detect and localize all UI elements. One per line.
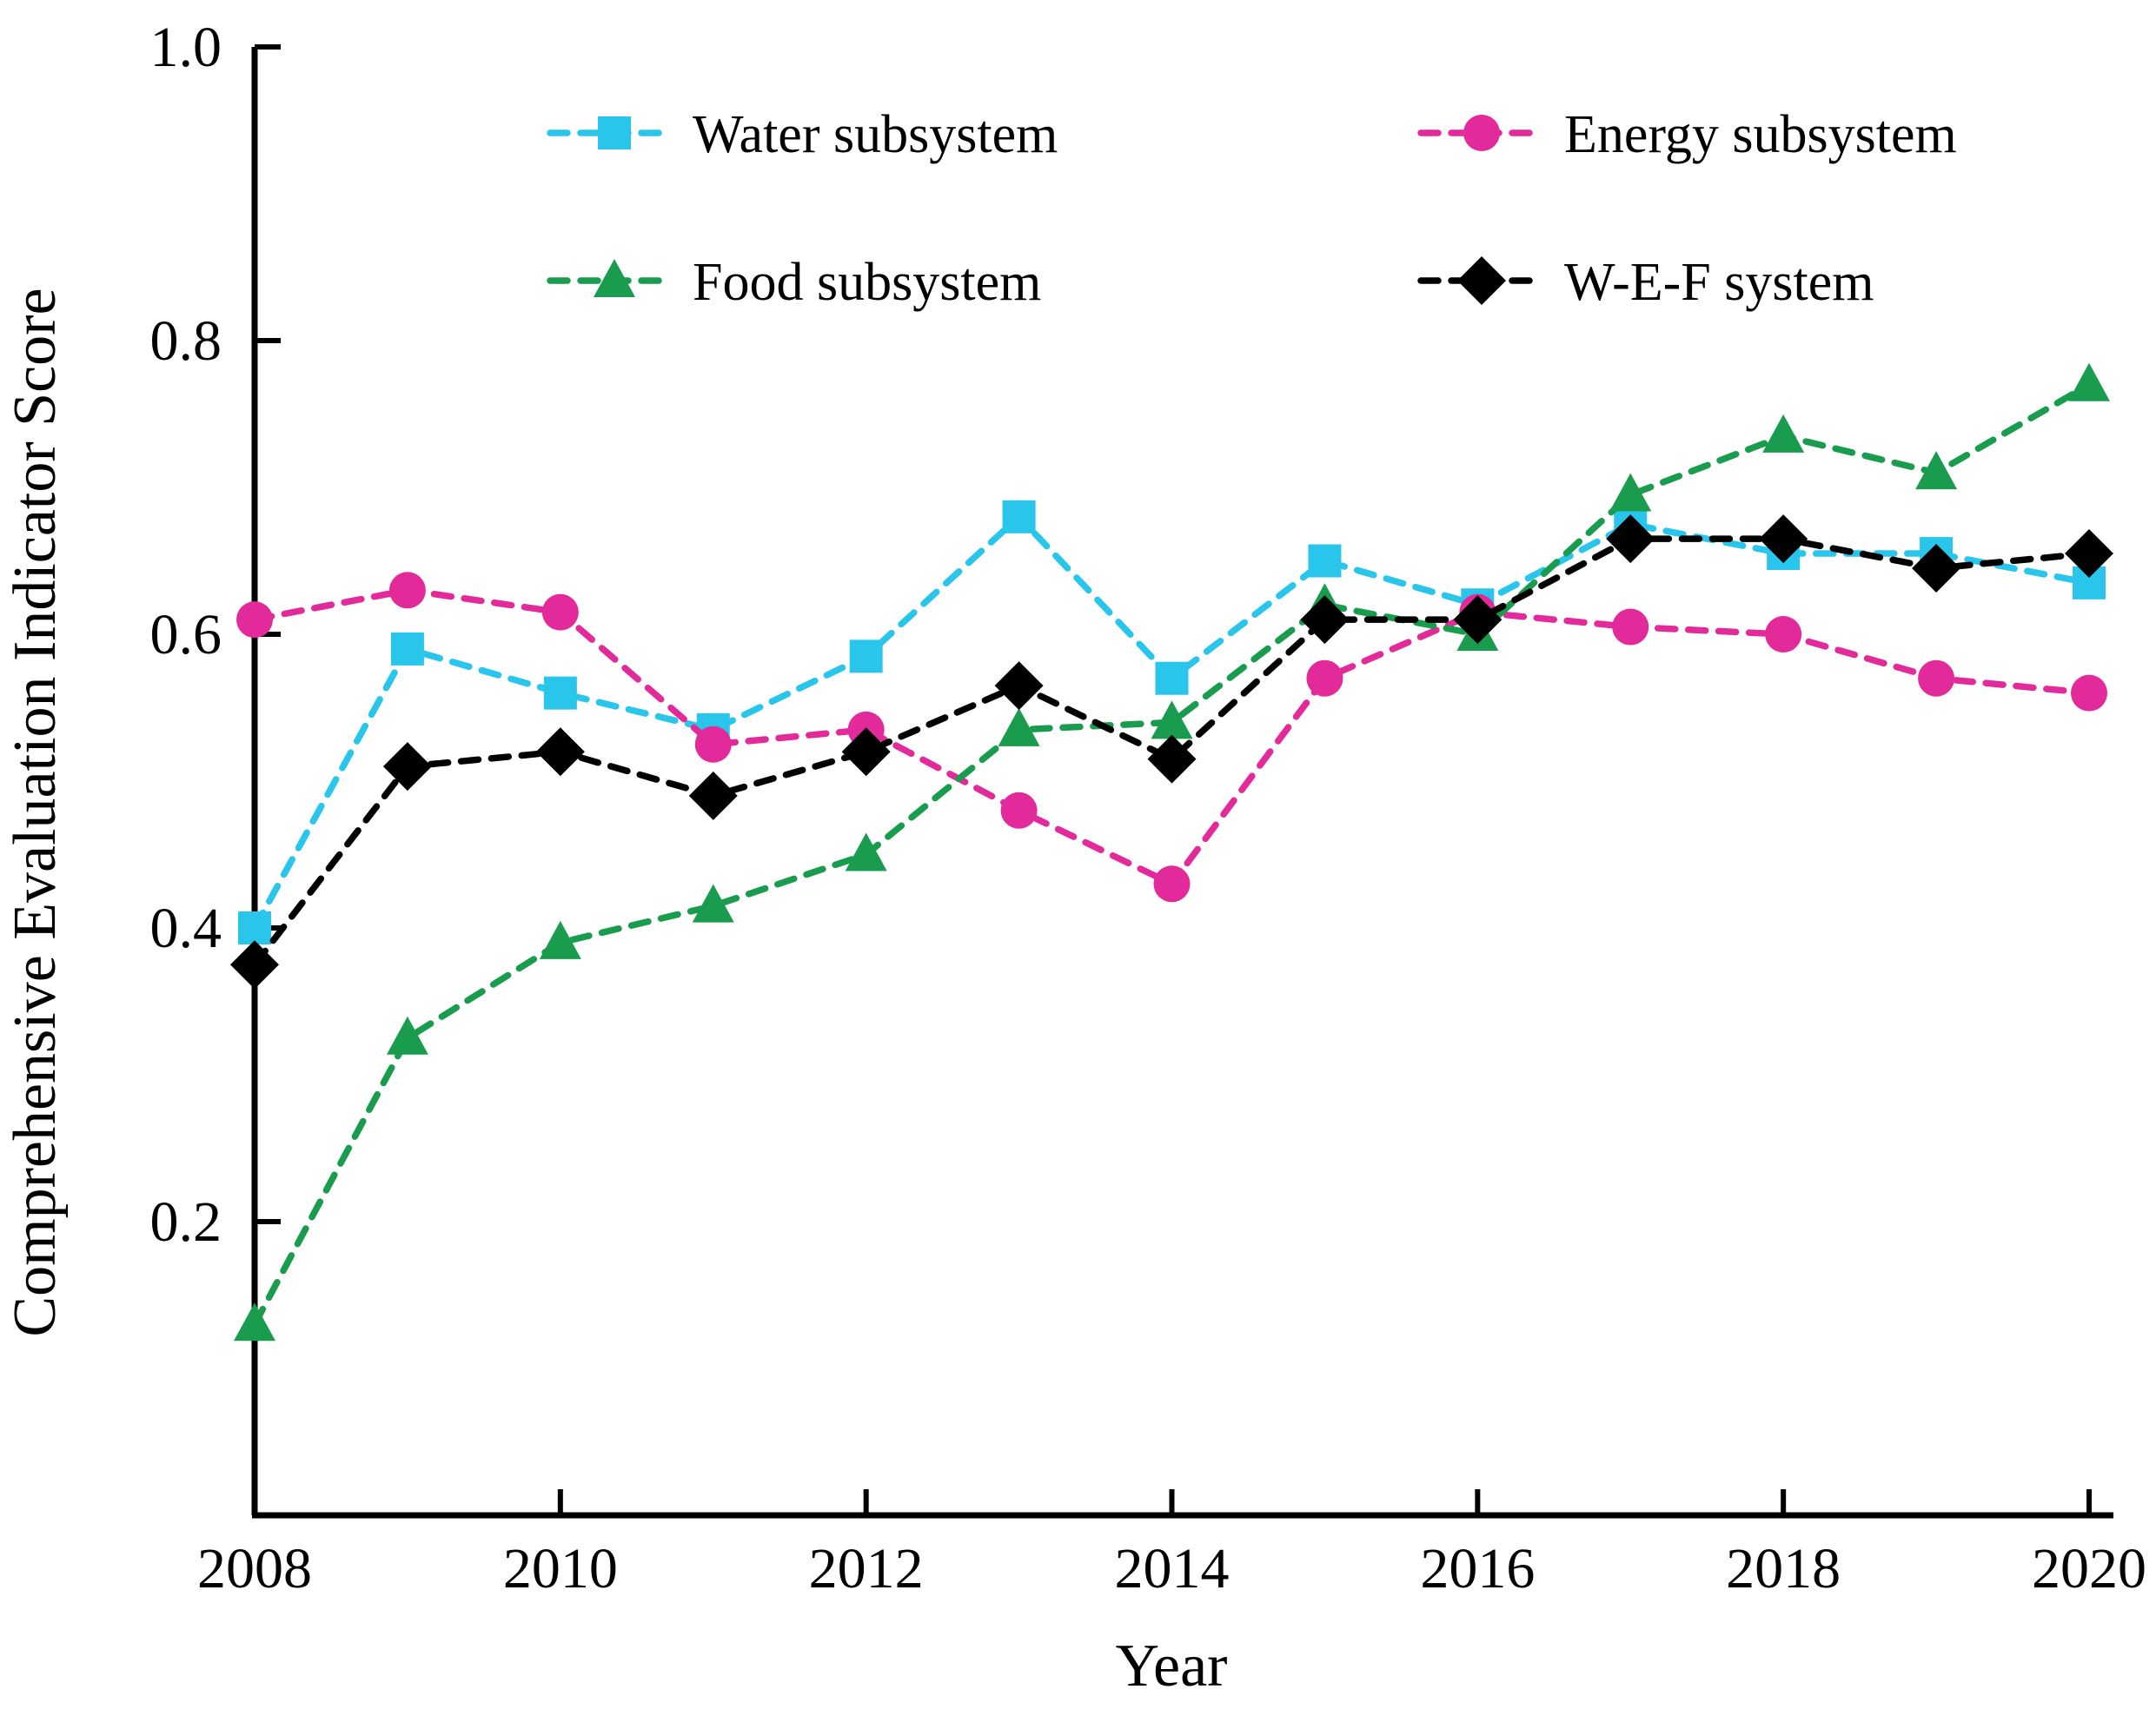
- triangle-marker-icon: [594, 259, 635, 297]
- circle-marker-icon: [2071, 674, 2107, 712]
- diamond-marker-icon: [841, 727, 891, 777]
- x-tick-label: 2016: [1420, 1537, 1535, 1600]
- triangle-marker-icon: [2068, 362, 2110, 401]
- square-marker-icon: [1308, 544, 1342, 578]
- diamond-marker-icon: [1457, 256, 1506, 305]
- axes: 0.2 0.4 0.6 0.8 1.0 2008 2010 2012 2014 2016 2018 2…: [150, 16, 2147, 1600]
- triangle-marker-icon: [1609, 473, 1652, 512]
- y-tick-label: 0.4: [150, 897, 222, 960]
- legend-item: Food subsystem: [547, 253, 1041, 312]
- circle-marker-icon: [236, 601, 273, 639]
- triangle-marker-icon: [998, 707, 1040, 746]
- triangle-marker-icon: [1915, 451, 1958, 490]
- x-axis-title: Year: [1116, 1633, 1228, 1699]
- circle-marker-icon: [1306, 659, 1343, 697]
- square-marker-icon: [849, 639, 883, 673]
- square-marker-icon: [598, 116, 631, 149]
- circle-marker-icon: [694, 725, 732, 763]
- square-marker-icon: [543, 676, 577, 710]
- square-marker-icon: [390, 632, 424, 666]
- series-circle: [236, 572, 2107, 903]
- diamond-marker-icon: [535, 727, 585, 777]
- diamond-marker-icon: [1606, 514, 1655, 564]
- square-marker-icon: [238, 911, 271, 944]
- triangle-marker-icon: [1762, 414, 1805, 453]
- y-tick-label: 0.8: [150, 309, 222, 373]
- square-marker-icon: [1002, 500, 1036, 533]
- series-diamond: [230, 514, 2113, 990]
- series-line: [251, 381, 2093, 1328]
- legend-item: Water subsystem: [547, 105, 1058, 164]
- triangle-marker-icon: [386, 1016, 428, 1055]
- y-tick-label: 0.6: [150, 603, 222, 666]
- circle-marker-icon: [1000, 792, 1038, 829]
- diamond-marker-icon: [382, 742, 432, 792]
- triangle-marker-icon: [539, 920, 581, 959]
- x-tick-label: 2014: [1115, 1537, 1230, 1600]
- circle-marker-icon: [1765, 616, 1802, 653]
- series-layer: [230, 362, 2113, 1342]
- circle-marker-icon: [1153, 865, 1191, 903]
- x-tick-label: 2020: [2032, 1537, 2146, 1600]
- diamond-marker-icon: [1147, 734, 1197, 784]
- diamond-marker-icon: [1912, 543, 1961, 593]
- legend-label: Water subsystem: [693, 105, 1058, 164]
- diamond-marker-icon: [230, 940, 279, 990]
- triangle-marker-icon: [1151, 700, 1193, 739]
- series-triangle: [234, 362, 2110, 1342]
- circle-marker-icon: [541, 593, 579, 631]
- circle-marker-icon: [1918, 659, 1955, 697]
- square-marker-icon: [1155, 661, 1189, 695]
- circle-marker-icon: [1463, 115, 1500, 151]
- legend-item: W-E-F system: [1417, 253, 1874, 312]
- y-axis-title: Comprehensive Evaluation Indicator Score: [2, 288, 69, 1336]
- legend-label: Energy subsystem: [1564, 105, 1957, 164]
- y-tick-label: 0.2: [150, 1190, 222, 1254]
- diamond-marker-icon: [994, 661, 1044, 711]
- diamond-marker-icon: [688, 771, 738, 820]
- x-tick-label: 2018: [1726, 1537, 1841, 1600]
- diamond-marker-icon: [2065, 529, 2113, 579]
- triangle-marker-icon: [845, 832, 887, 871]
- legend-label: W-E-F system: [1564, 253, 1874, 312]
- legend-label: Food subsystem: [693, 253, 1041, 312]
- legend-item: Energy subsystem: [1417, 105, 1957, 164]
- circle-marker-icon: [388, 572, 426, 609]
- diamond-marker-icon: [1759, 514, 1808, 564]
- x-tick-label: 2012: [809, 1537, 924, 1600]
- triangle-marker-icon: [234, 1302, 275, 1342]
- x-tick-label: 2008: [197, 1537, 312, 1600]
- triangle-marker-icon: [692, 884, 734, 923]
- y-tick-label: 1.0: [150, 16, 222, 79]
- diamond-marker-icon: [1453, 595, 1503, 645]
- circle-marker-icon: [1612, 608, 1649, 646]
- diamond-marker-icon: [1300, 595, 1350, 645]
- x-tick-label: 2010: [503, 1537, 618, 1600]
- legend: Water subsystem Energy subsystem Food subs…: [547, 105, 1957, 312]
